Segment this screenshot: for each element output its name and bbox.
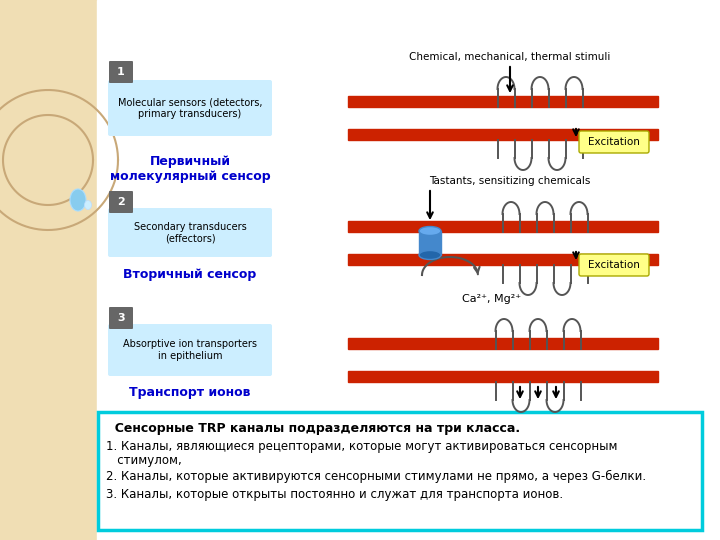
Text: Molecular sensors (detectors,
primary transducers): Molecular sensors (detectors, primary tr… — [118, 97, 262, 119]
Text: 2: 2 — [117, 197, 125, 207]
Text: 2. Каналы, которые активируются сенсорными стимулами не прямо, а через G-белки.: 2. Каналы, которые активируются сенсорны… — [106, 470, 646, 483]
Text: 3. Каналы, которые открыты постоянно и служат для транспорта ионов.: 3. Каналы, которые открыты постоянно и с… — [106, 488, 563, 501]
Bar — [348, 254, 658, 265]
Text: Транспорт ионов: Транспорт ионов — [130, 386, 251, 399]
Text: 1: 1 — [117, 67, 125, 77]
Ellipse shape — [70, 189, 86, 211]
Text: Secondary transducers
(effectors): Secondary transducers (effectors) — [134, 222, 246, 244]
FancyBboxPatch shape — [109, 307, 133, 329]
Text: Вторичный сенсор: Вторичный сенсор — [123, 268, 256, 281]
FancyBboxPatch shape — [108, 80, 272, 136]
Bar — [97, 0, 720, 540]
FancyBboxPatch shape — [579, 254, 649, 276]
FancyBboxPatch shape — [108, 208, 272, 257]
FancyBboxPatch shape — [108, 324, 272, 376]
Text: Excitation: Excitation — [588, 137, 640, 147]
Ellipse shape — [419, 226, 441, 235]
Bar — [348, 338, 658, 349]
Bar — [419, 231, 441, 255]
FancyBboxPatch shape — [579, 131, 649, 153]
Bar — [348, 221, 658, 232]
Text: Absorptive ion transporters
in epithelium: Absorptive ion transporters in epitheliu… — [123, 339, 257, 361]
Bar — [98, 412, 702, 530]
Text: Первичный
молекулярный сенсор: Первичный молекулярный сенсор — [109, 155, 270, 183]
Bar — [348, 96, 658, 107]
Bar — [348, 371, 658, 382]
Text: Excitation: Excitation — [588, 260, 640, 270]
Text: Tastants, sensitizing chemicals: Tastants, sensitizing chemicals — [429, 176, 590, 186]
Text: стимулом,: стимулом, — [106, 454, 181, 467]
Bar — [348, 129, 658, 140]
FancyBboxPatch shape — [109, 191, 133, 213]
Text: 3: 3 — [117, 313, 125, 323]
Ellipse shape — [419, 251, 441, 260]
Text: Ca²⁺, Mg²⁺: Ca²⁺, Mg²⁺ — [462, 294, 521, 304]
Text: 1. Каналы, являющиеся рецепторами, которые могут активироваться сенсорным: 1. Каналы, являющиеся рецепторами, котор… — [106, 440, 618, 453]
Ellipse shape — [84, 200, 91, 210]
Text: Сенсорные TRP каналы подразделяются на три класса.: Сенсорные TRP каналы подразделяются на т… — [106, 422, 520, 435]
FancyBboxPatch shape — [109, 61, 133, 83]
Text: Chemical, mechanical, thermal stimuli: Chemical, mechanical, thermal stimuli — [409, 52, 611, 62]
